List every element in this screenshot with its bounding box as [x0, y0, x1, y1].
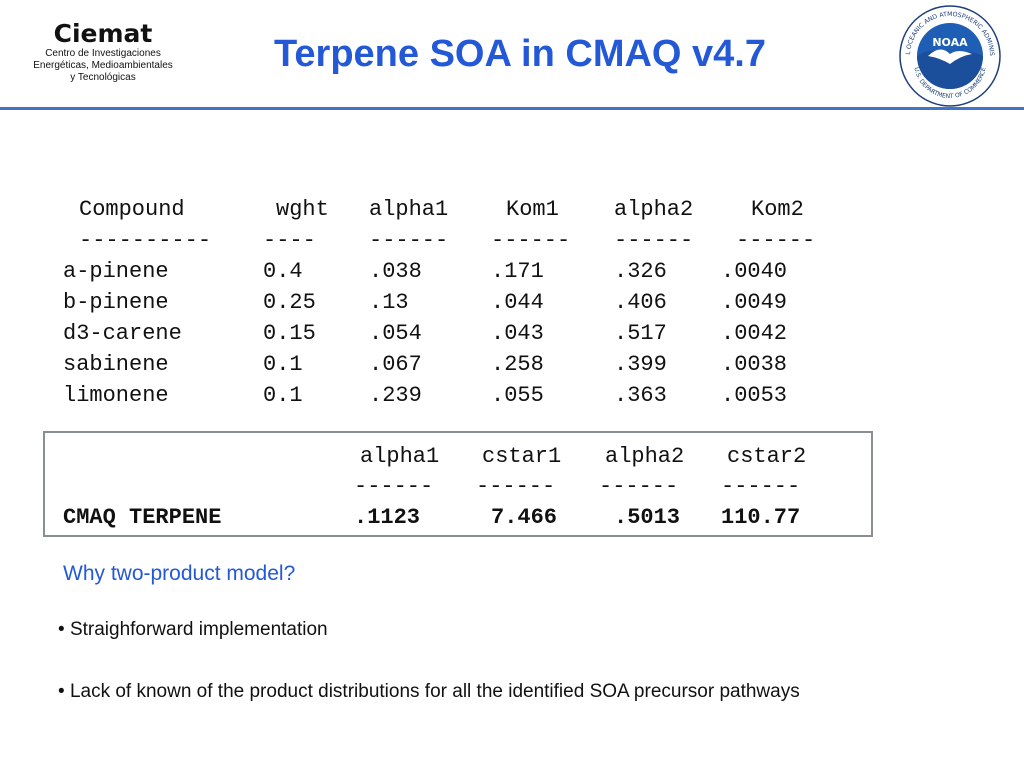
col-header-wght: wght	[276, 197, 329, 222]
cmaq-separator: ------	[721, 474, 801, 499]
table-cell-wght: 0.1	[263, 352, 303, 377]
header-rule	[0, 107, 1024, 110]
col-separator: ------	[736, 228, 816, 253]
cmaq-separator: ------	[599, 474, 679, 499]
ciemat-subtitle-line-1: Centro de Investigaciones	[45, 48, 161, 59]
col-separator: ----	[263, 228, 316, 253]
bullet-dot: •	[58, 619, 70, 640]
noaa-center-text: NOAA	[932, 36, 968, 49]
table-cell-kom1: .044	[491, 290, 544, 315]
table-cell-compound: sabinene	[63, 352, 169, 377]
table-cell-wght: 0.25	[263, 290, 316, 315]
bullet-item: • Lack of known of the product distribut…	[58, 681, 800, 703]
table-cell-compound: a-pinene	[63, 259, 169, 284]
ciemat-subtitle-line-3: y Tecnológicas	[70, 72, 136, 83]
table-cell-kom1: .043	[491, 321, 544, 346]
col-separator: ----------	[79, 228, 212, 253]
cmaq-separator: ------	[476, 474, 556, 499]
table-cell-alpha1: .038	[369, 259, 422, 284]
col-header-kom2: Kom2	[751, 197, 804, 222]
table-cell-alpha1: .239	[369, 383, 422, 408]
table-cell-compound: b-pinene	[63, 290, 169, 315]
cmaq-header-alpha2: alpha2	[605, 444, 685, 469]
col-separator: ------	[491, 228, 571, 253]
table-cell-alpha2: .326	[614, 259, 667, 284]
table-cell-alpha2: .363	[614, 383, 667, 408]
cmaq-value-cstar1: 7.466	[491, 505, 558, 530]
col-header-alpha1: alpha1	[369, 197, 449, 222]
table-cell-compound: d3-carene	[63, 321, 182, 346]
noaa-logo: NATIONAL OCEANIC AND ATMOSPHERIC ADMINIS…	[898, 4, 1001, 107]
table-cell-kom2: .0053	[721, 383, 788, 408]
cmaq-value-alpha2: .5013	[614, 505, 681, 530]
table-cell-kom2: .0049	[721, 290, 788, 315]
section-question: Why two-product model?	[63, 562, 296, 585]
table-cell-alpha1: .054	[369, 321, 422, 346]
col-separator: ------	[369, 228, 449, 253]
table-cell-alpha2: .406	[614, 290, 667, 315]
table-cell-alpha2: .517	[614, 321, 667, 346]
table-cell-kom2: .0040	[721, 259, 788, 284]
col-header-kom1: Kom1	[506, 197, 559, 222]
cmaq-header-alpha1: alpha1	[360, 444, 440, 469]
ciemat-wordmark: Ciemat	[53, 19, 153, 48]
bullet-item: • Straighforward implementation	[58, 619, 328, 641]
table-cell-alpha1: .13	[369, 290, 409, 315]
table-cell-kom2: .0042	[721, 321, 788, 346]
ciemat-logo: Ciemat Centro de Investigaciones Energét…	[28, 20, 178, 95]
cmaq-separator: ------	[354, 474, 434, 499]
table-cell-alpha2: .399	[614, 352, 667, 377]
bullet-dot: •	[58, 681, 70, 702]
table-cell-kom2: .0038	[721, 352, 788, 377]
bullet-text: Straighforward implementation	[69, 619, 328, 640]
cmaq-value-cstar2: 110.77	[721, 505, 801, 530]
table-cell-wght: 0.15	[263, 321, 316, 346]
cmaq-header-cstar2: cstar2	[727, 444, 807, 469]
table-cell-kom1: .171	[491, 259, 544, 284]
col-header-compound: Compound	[79, 197, 185, 222]
table-cell-wght: 0.4	[263, 259, 303, 284]
bullet-text: Lack of known of the product distributio…	[69, 681, 800, 702]
col-separator: ------	[614, 228, 694, 253]
cmaq-header-cstar1: cstar1	[482, 444, 562, 469]
cmaq-terpene-box	[43, 431, 873, 537]
table-cell-compound: limonene	[63, 383, 169, 408]
table-cell-kom1: .055	[491, 383, 544, 408]
table-cell-wght: 0.1	[263, 383, 303, 408]
cmaq-value-alpha1: .1123	[354, 505, 421, 530]
ciemat-subtitle-line-2: Energéticas, Medioambientales	[33, 60, 173, 71]
col-header-alpha2: alpha2	[614, 197, 694, 222]
cmaq-terpene-label: CMAQ TERPENE	[63, 505, 222, 530]
table-cell-alpha1: .067	[369, 352, 422, 377]
table-cell-kom1: .258	[491, 352, 544, 377]
slide-title: Terpene SOA in CMAQ v4.7	[274, 33, 766, 75]
